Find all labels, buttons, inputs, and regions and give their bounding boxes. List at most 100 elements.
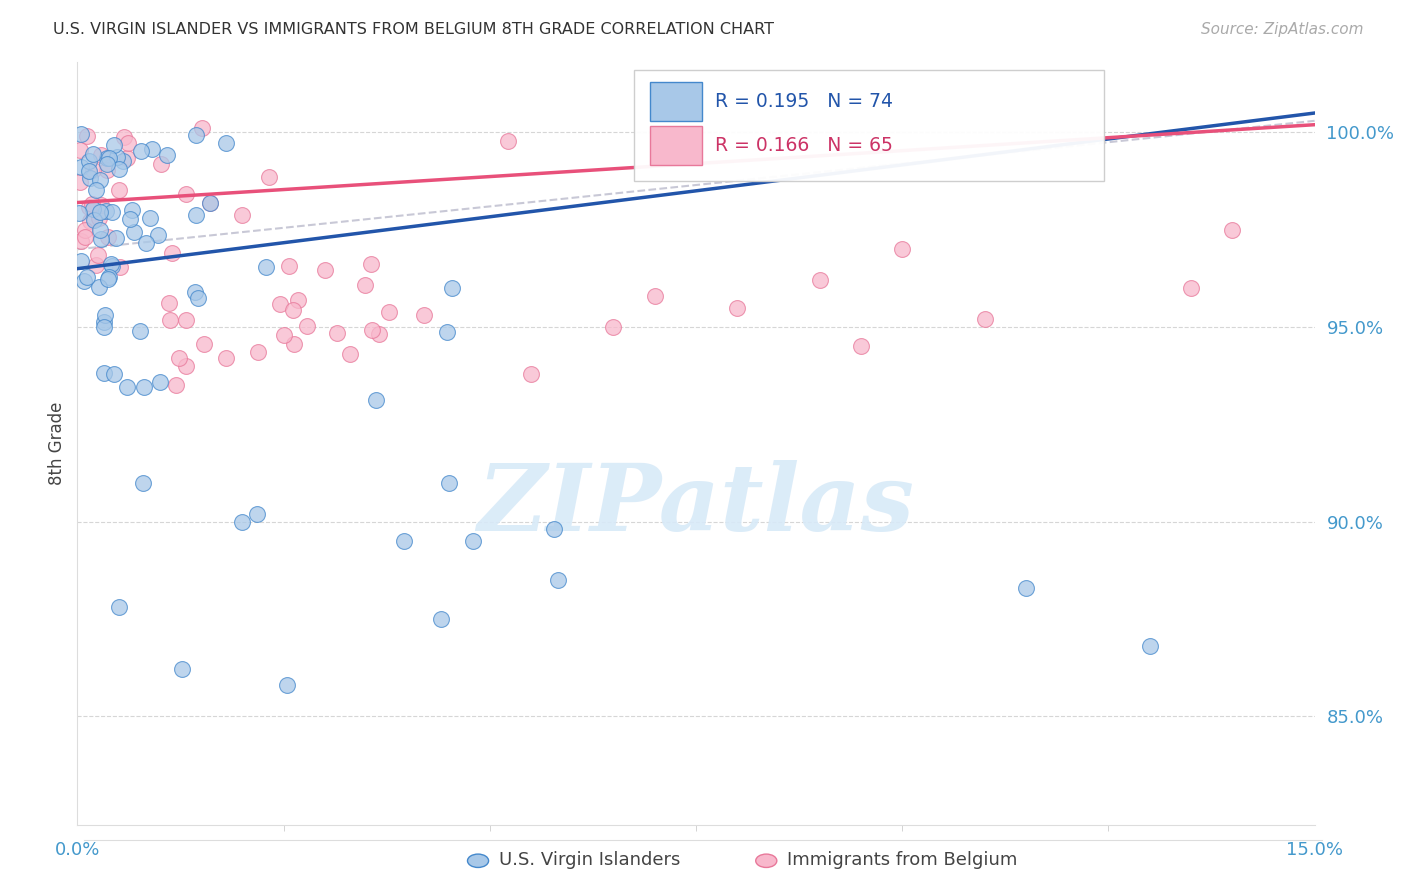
Point xyxy=(93,315,115,329)
Point xyxy=(100,259,122,273)
Point xyxy=(295,319,318,334)
Point xyxy=(87,211,110,226)
Text: U.S. VIRGIN ISLANDER VS IMMIGRANTS FROM BELGIUM 8TH GRADE CORRELATION CHART: U.S. VIRGIN ISLANDER VS IMMIGRANTS FROM … xyxy=(53,22,775,37)
Point xyxy=(90,232,112,246)
Point xyxy=(254,260,277,274)
Point xyxy=(103,368,125,382)
Point xyxy=(100,205,122,219)
Point xyxy=(326,326,349,340)
Point xyxy=(973,312,995,326)
Point xyxy=(79,201,101,215)
Point xyxy=(1180,281,1202,295)
Point xyxy=(132,475,155,490)
Point xyxy=(412,309,434,323)
Point xyxy=(437,475,460,490)
Point xyxy=(115,380,138,394)
Point xyxy=(120,212,142,227)
Point xyxy=(96,157,118,171)
Point xyxy=(257,169,280,184)
Point xyxy=(520,367,543,381)
Point xyxy=(187,291,209,305)
Point xyxy=(73,230,96,244)
Point xyxy=(277,259,299,273)
Point xyxy=(170,663,193,677)
Point xyxy=(100,257,122,271)
Point xyxy=(97,230,120,244)
Point xyxy=(156,148,179,162)
Point xyxy=(82,163,104,178)
Point xyxy=(90,147,112,161)
Text: Immigrants from Belgium: Immigrants from Belgium xyxy=(787,851,1018,869)
Point xyxy=(498,134,520,148)
Point xyxy=(193,337,215,351)
Point xyxy=(77,154,100,169)
Point xyxy=(105,150,128,164)
FancyBboxPatch shape xyxy=(650,81,702,121)
Point xyxy=(122,225,145,239)
Point xyxy=(84,183,107,197)
Point xyxy=(112,129,135,144)
Point xyxy=(1015,581,1038,595)
Point xyxy=(159,313,181,327)
Point xyxy=(98,269,121,284)
Point xyxy=(139,211,162,226)
Text: R = 0.195   N = 74: R = 0.195 N = 74 xyxy=(714,92,893,111)
Point xyxy=(129,144,152,158)
Point xyxy=(89,223,111,237)
Point xyxy=(191,121,214,136)
Point xyxy=(82,202,104,216)
Point xyxy=(215,351,238,366)
Point xyxy=(1139,639,1161,653)
Point xyxy=(463,534,485,549)
Point xyxy=(215,136,238,150)
Point xyxy=(392,534,415,549)
Point xyxy=(67,206,90,220)
Point xyxy=(117,136,139,150)
Point xyxy=(94,203,117,218)
Point xyxy=(97,151,120,165)
Point xyxy=(602,320,624,334)
Point xyxy=(1220,223,1243,237)
Point xyxy=(283,337,305,351)
Point xyxy=(111,153,134,168)
Point xyxy=(134,380,156,394)
Point xyxy=(87,280,110,294)
Point xyxy=(160,246,183,260)
Point xyxy=(364,393,387,408)
Point xyxy=(269,297,291,311)
Point xyxy=(141,143,163,157)
Point xyxy=(287,293,309,307)
Point xyxy=(115,151,138,165)
Point xyxy=(644,289,666,303)
Point xyxy=(543,522,565,536)
Point xyxy=(231,515,253,529)
Point xyxy=(77,164,100,178)
Point xyxy=(89,205,111,219)
Point xyxy=(70,160,93,174)
Point xyxy=(441,281,464,295)
Point xyxy=(93,319,115,334)
Point xyxy=(94,308,117,322)
Point xyxy=(89,173,111,187)
Point xyxy=(104,230,127,244)
Point xyxy=(436,326,458,340)
Point xyxy=(76,269,98,284)
Point xyxy=(281,302,304,317)
Point xyxy=(75,223,97,237)
Point xyxy=(107,183,129,197)
Point xyxy=(76,129,98,144)
Point xyxy=(849,339,872,353)
Point xyxy=(159,296,181,310)
Point xyxy=(174,359,197,373)
Point xyxy=(108,162,131,177)
Point xyxy=(69,254,91,268)
Point xyxy=(314,263,336,277)
Point xyxy=(93,367,115,381)
Point xyxy=(246,507,269,521)
Point xyxy=(69,143,91,157)
Point xyxy=(360,257,382,271)
FancyBboxPatch shape xyxy=(650,126,702,165)
Point xyxy=(96,151,118,165)
Point xyxy=(108,260,131,274)
Point xyxy=(231,208,253,222)
